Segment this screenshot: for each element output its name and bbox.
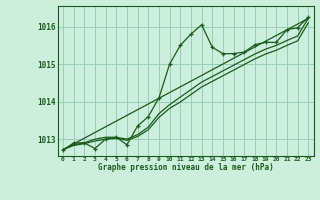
X-axis label: Graphe pression niveau de la mer (hPa): Graphe pression niveau de la mer (hPa) (98, 163, 274, 172)
